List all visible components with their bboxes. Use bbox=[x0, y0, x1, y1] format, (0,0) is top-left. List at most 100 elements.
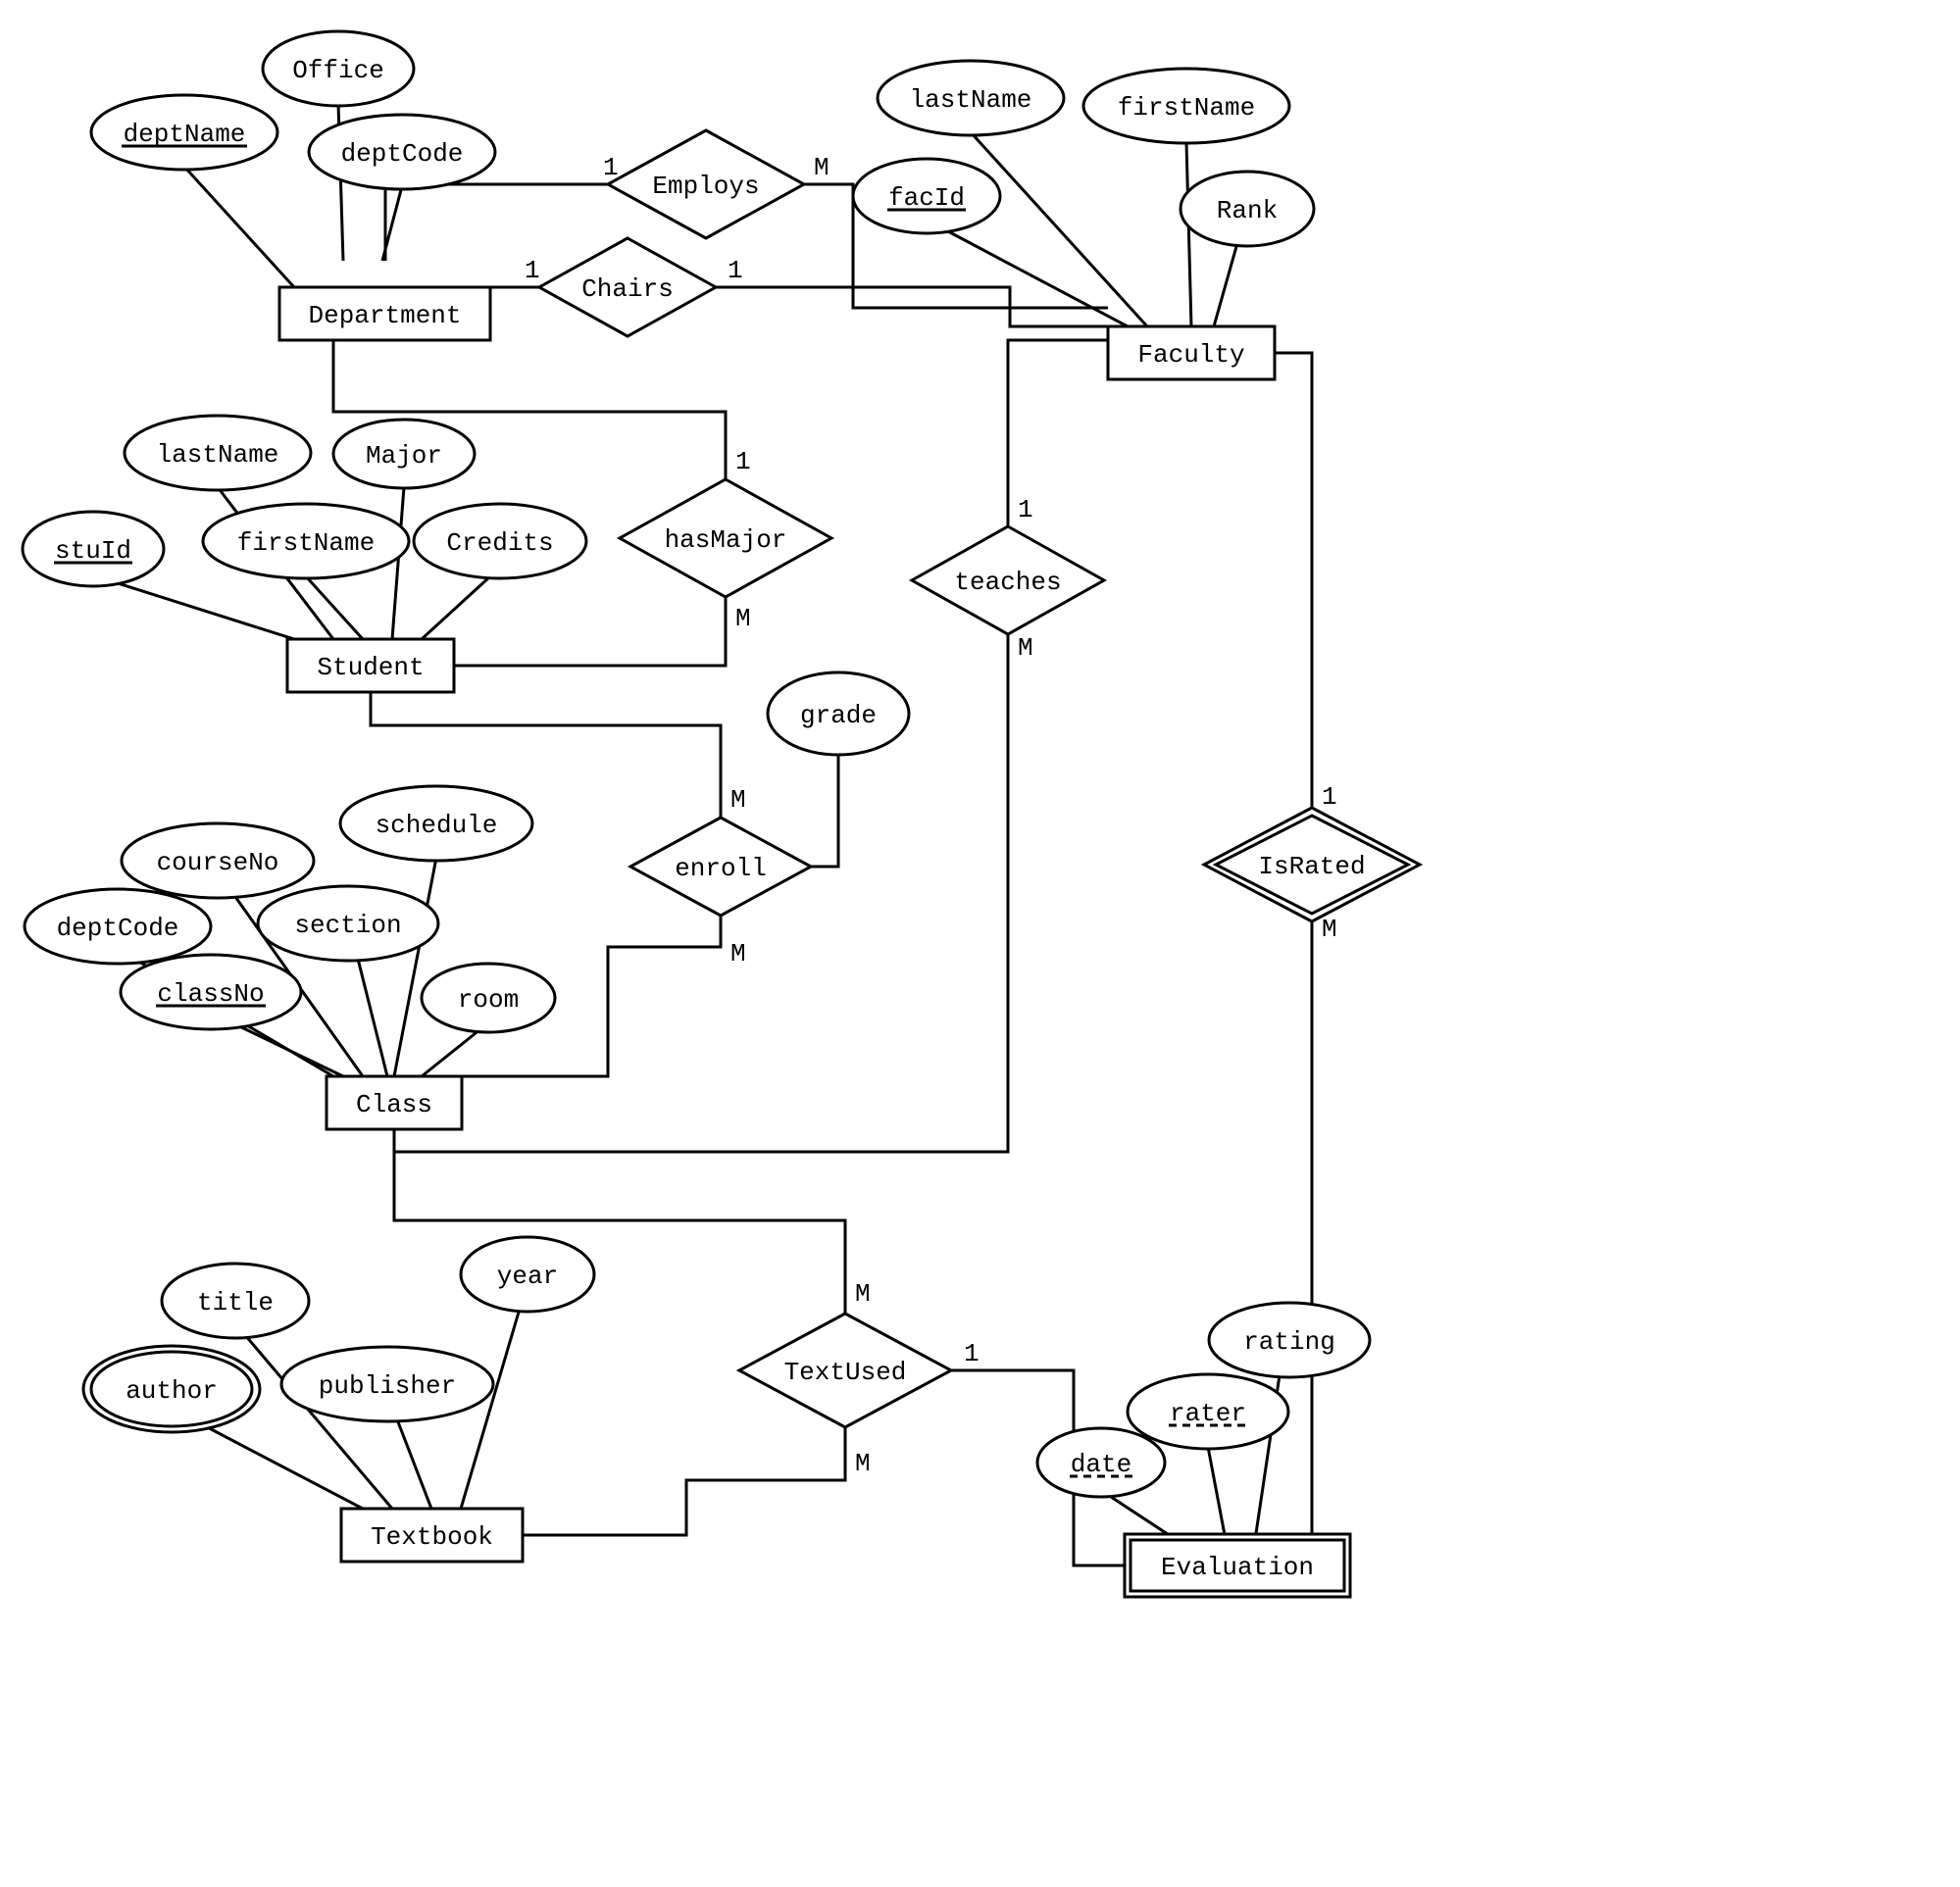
attribute-label-deptCodeD: deptCode bbox=[341, 139, 464, 169]
cardinality-label: M bbox=[735, 604, 751, 633]
attribute-grade: grade bbox=[768, 672, 909, 755]
attribute-classNo: classNo bbox=[121, 955, 301, 1029]
attribute-schedule: schedule bbox=[340, 786, 532, 861]
cardinality-label: 1 bbox=[1322, 782, 1337, 812]
edge-Faculty-IsRated bbox=[1275, 353, 1312, 816]
attribute-label-date: date bbox=[1071, 1450, 1131, 1479]
relationship-label-hasMajor: hasMajor bbox=[665, 525, 787, 555]
attribute-title: title bbox=[162, 1264, 309, 1338]
attribute-label-schedule: schedule bbox=[376, 811, 498, 840]
relationship-TextUsed: TextUsed bbox=[739, 1314, 951, 1427]
cardinality-label: M bbox=[730, 939, 746, 968]
cardinality-label: M bbox=[855, 1449, 871, 1478]
entity-Textbook: Textbook bbox=[341, 1509, 523, 1562]
cardinality-label: M bbox=[730, 785, 746, 815]
relationship-label-Chairs: Chairs bbox=[581, 274, 674, 304]
attribute-label-lastNameF: lastName bbox=[910, 85, 1032, 115]
cardinality-label: M bbox=[1322, 915, 1337, 944]
relationship-label-enroll: enroll bbox=[675, 854, 767, 883]
edge-classNo-Class bbox=[235, 1024, 343, 1076]
attribute-Office: Office bbox=[263, 31, 414, 106]
edge-schedule-Class bbox=[394, 858, 436, 1076]
attribute-rater: rater bbox=[1128, 1374, 1288, 1449]
attribute-label-rating: rating bbox=[1243, 1327, 1335, 1357]
attribute-publisher: publisher bbox=[281, 1347, 493, 1421]
edge-IsRated-Evaluation bbox=[1312, 914, 1344, 1540]
edge-Rank-Faculty bbox=[1214, 243, 1237, 326]
cardinality-label: 1 bbox=[964, 1339, 980, 1368]
er-diagram: Department Faculty Student Class Textbook Eva… bbox=[0, 0, 1960, 1887]
attribute-label-classNo: classNo bbox=[157, 979, 264, 1009]
entity-label-Textbook: Textbook bbox=[371, 1522, 493, 1552]
cardinality-label: M bbox=[1018, 633, 1033, 663]
attribute-label-Office: Office bbox=[292, 56, 384, 85]
cardinality-label: 1 bbox=[1018, 495, 1033, 524]
attribute-label-section: section bbox=[294, 911, 401, 940]
attribute-label-deptName: deptName bbox=[124, 120, 246, 149]
attribute-label-lastNameS: lastName bbox=[157, 440, 279, 470]
attribute-year: year bbox=[461, 1237, 594, 1312]
entity-Faculty: Faculty bbox=[1108, 326, 1275, 379]
edge-Department-Employs bbox=[385, 184, 608, 261]
attribute-label-room: room bbox=[458, 985, 519, 1015]
edge-firstNameS-Student bbox=[306, 576, 363, 639]
edge-Class-TextUsed bbox=[394, 1129, 845, 1314]
edge-publisher-Textbook bbox=[397, 1419, 431, 1509]
entity-label-Student: Student bbox=[317, 653, 424, 682]
cardinality-label: 1 bbox=[728, 256, 743, 285]
attribute-lastNameS: lastName bbox=[125, 416, 311, 490]
attribute-deptName: deptName bbox=[91, 95, 277, 170]
attribute-label-firstNameF: firstName bbox=[1118, 93, 1255, 123]
relationship-label-TextUsed: TextUsed bbox=[784, 1358, 907, 1387]
cardinality-label: 1 bbox=[735, 447, 751, 476]
attribute-label-Credits: Credits bbox=[446, 528, 553, 558]
attribute-label-title: title bbox=[197, 1288, 274, 1317]
attribute-Rank: Rank bbox=[1181, 172, 1314, 246]
cardinality-label: 1 bbox=[603, 153, 619, 182]
attribute-label-author: author bbox=[126, 1376, 218, 1406]
relationship-label-IsRated: IsRated bbox=[1258, 852, 1365, 881]
relationship-teaches: teaches bbox=[912, 526, 1104, 634]
edge-deptName-Department bbox=[184, 167, 294, 287]
cardinality-label: M bbox=[855, 1279, 871, 1309]
edge-section-Class bbox=[358, 959, 387, 1076]
attribute-section: section bbox=[258, 886, 438, 961]
attribute-courseNo: courseNo bbox=[122, 823, 314, 898]
entity-Class: Class bbox=[327, 1076, 462, 1129]
cardinality-label: 1 bbox=[525, 256, 540, 285]
attribute-label-firstNameS: firstName bbox=[237, 528, 375, 558]
edge-grade-enroll bbox=[811, 755, 838, 867]
attribute-label-rater: rater bbox=[1170, 1399, 1246, 1428]
attribute-firstNameS: firstName bbox=[203, 504, 409, 578]
attribute-label-publisher: publisher bbox=[319, 1371, 456, 1401]
attribute-label-Rank: Rank bbox=[1217, 196, 1278, 225]
relationship-label-teaches: teaches bbox=[954, 568, 1061, 597]
edge-stuId-Student bbox=[118, 583, 294, 639]
attribute-Major: Major bbox=[333, 420, 475, 488]
attribute-label-grade: grade bbox=[800, 701, 877, 730]
entity-Student: Student bbox=[287, 639, 454, 692]
attribute-label-year: year bbox=[497, 1262, 558, 1291]
edge-Credits-Student bbox=[422, 576, 490, 639]
attribute-lastNameF: lastName bbox=[878, 61, 1064, 135]
edge-rater-Evaluation bbox=[1208, 1447, 1226, 1540]
attribute-label-deptCodeC: deptCode bbox=[57, 914, 179, 943]
edge-facId-Faculty bbox=[946, 230, 1128, 326]
attribute-rating: rating bbox=[1209, 1303, 1370, 1377]
entity-label-Evaluation: Evaluation bbox=[1161, 1553, 1314, 1582]
edge-author-Textbook bbox=[196, 1421, 363, 1509]
entity-label-Faculty: Faculty bbox=[1137, 340, 1244, 370]
edge-TextUsed-Textbook bbox=[523, 1427, 845, 1535]
relationship-IsRated: IsRated bbox=[1204, 808, 1420, 921]
entity-label-Class: Class bbox=[356, 1090, 432, 1119]
attribute-date: date bbox=[1037, 1428, 1165, 1497]
entity-Department: Department bbox=[279, 287, 490, 340]
attribute-firstNameF: firstName bbox=[1083, 69, 1289, 143]
relationship-Chairs: Chairs bbox=[539, 238, 716, 336]
attribute-room: room bbox=[422, 964, 555, 1032]
entity-Evaluation: Evaluation bbox=[1125, 1534, 1350, 1597]
entity-label-Department: Department bbox=[308, 301, 461, 330]
edge-Major-Student bbox=[392, 487, 404, 639]
edge-hasMajor-Student bbox=[454, 597, 726, 666]
attribute-stuId: stuId bbox=[23, 512, 164, 586]
